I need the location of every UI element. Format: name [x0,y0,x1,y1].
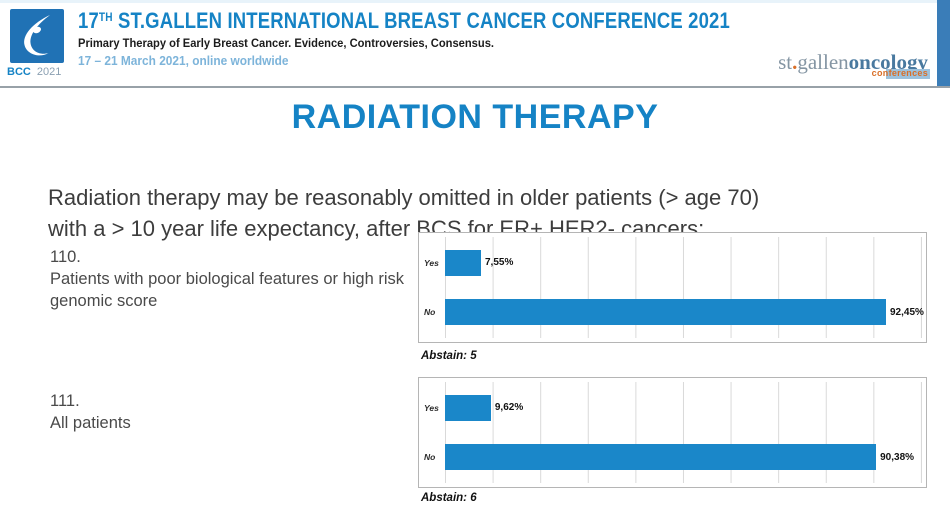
category-label: No [424,307,436,318]
poll-110-bar-chart: Yes 7,55% No 92,45% [418,232,927,343]
poll-110-description: Patients with poor biological features o… [50,270,405,310]
conference-header: 17TH ST.GALLEN INTERNATIONAL BREAST CANC… [78,8,854,68]
brand-gallen: gallen [797,50,849,74]
bcc-logo [10,9,64,63]
brand-st: st [778,50,793,74]
bar-track: 7,55% [445,249,922,276]
poll-110-abstain: Abstain: 5 [421,350,477,362]
bar-row-no: No 90,38% [419,444,922,471]
bcc-logo-text: BCC [7,66,31,78]
bar-no [445,444,877,471]
stgallen-oncology-logo: st.gallenoncology conferences [778,50,930,79]
poll-110-label: 110. Patients with poor biological featu… [50,246,415,312]
bcc-logo-caption: BCC 2021 [7,66,77,78]
bar-track: 9,62% [445,394,922,421]
brand-dot-icon: . [792,50,798,74]
right-edge-accent [937,0,950,86]
bar-yes [445,249,481,276]
conference-title: 17TH ST.GALLEN INTERNATIONAL BREAST CANC… [78,8,730,34]
bar-row-yes: Yes 9,62% [419,394,922,421]
bcc-logo-year: 2021 [36,66,62,78]
bcc-drop-icon [24,15,50,56]
bar-yes [445,394,491,421]
category-label: Yes [424,257,439,268]
value-label: 9,62% [494,402,524,414]
conference-title-ordinal: TH [98,10,113,24]
question-line-1: Radiation therapy may be reasonably omit… [48,185,760,210]
poll-111-description: All patients [50,414,131,432]
brand-oncology: oncology [848,50,928,74]
conference-subtitle: Primary Therapy of Early Breast Cancer. … [78,38,495,50]
value-label: 92,45% [889,306,924,318]
header-divider [0,86,950,88]
bar-row-no: No 92,45% [419,299,924,326]
bar-track: 90,38% [445,444,922,471]
value-label: 90,38% [880,451,915,463]
poll-111-abstain: Abstain: 6 [421,492,477,504]
brand-conferences: conferences [871,68,928,78]
page-title: RADIATION THERAPY [291,98,659,136]
value-label: 7,55% [485,257,514,269]
bar-row-yes: Yes 7,55% [419,249,922,276]
category-label: Yes [424,402,439,413]
category-label: No [424,452,436,463]
bar-track: 92,45% [445,299,924,326]
top-edge-tint [0,0,950,3]
bar-no [445,299,886,326]
conference-title-text: ST.GALLEN INTERNATIONAL BREAST CANCER CO… [112,8,730,33]
poll-111-number: 111. [50,392,80,410]
conference-title-number: 17 [78,8,99,33]
poll-110-number: 110. [50,248,81,266]
poll-111-bar-chart: Yes 9,62% No 90,38% [418,377,927,488]
poll-111-label: 111. All patients [50,390,415,434]
brand-conferences-highlight [886,69,930,79]
conference-dates: 17 – 21 March 2021, online worldwide [78,54,289,68]
